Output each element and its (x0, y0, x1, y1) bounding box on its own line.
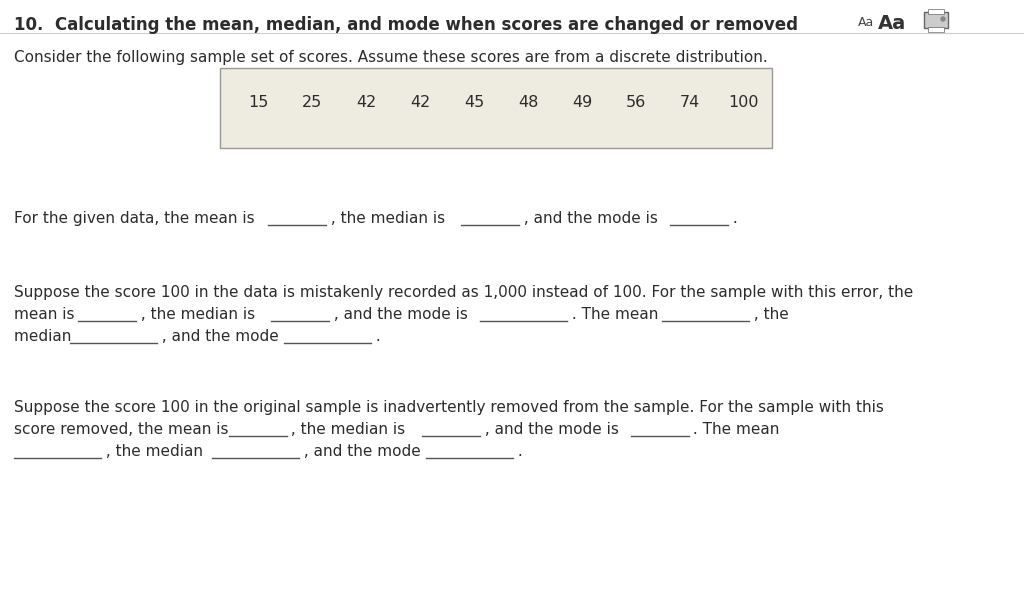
Text: 74: 74 (680, 95, 700, 110)
Text: , and the mode is: , and the mode is (329, 307, 472, 322)
FancyBboxPatch shape (928, 9, 944, 14)
Text: 25: 25 (302, 95, 323, 110)
Text: median: median (14, 329, 76, 344)
Text: 42: 42 (356, 95, 376, 110)
Text: 42: 42 (410, 95, 430, 110)
Text: score removed, the mean is: score removed, the mean is (14, 422, 233, 437)
Text: , the: , the (749, 307, 788, 322)
Text: 15: 15 (248, 95, 268, 110)
Text: For the given data, the mean is: For the given data, the mean is (14, 211, 259, 226)
Text: 10.  Calculating the mean, median, and mode when scores are changed or removed: 10. Calculating the mean, median, and mo… (14, 16, 798, 34)
Text: Aa: Aa (858, 16, 874, 29)
Text: Suppose the score 100 in the data is mistakenly recorded as 1,000 instead of 100: Suppose the score 100 in the data is mis… (14, 285, 913, 300)
Circle shape (941, 17, 945, 21)
Text: 49: 49 (571, 95, 592, 110)
Text: Aa: Aa (878, 14, 906, 33)
Text: , the median is: , the median is (287, 422, 411, 437)
Text: 48: 48 (518, 95, 539, 110)
Text: Suppose the score 100 in the original sample is inadvertently removed from the s: Suppose the score 100 in the original sa… (14, 400, 884, 415)
Text: , and the mode: , and the mode (157, 329, 284, 344)
FancyBboxPatch shape (924, 12, 948, 28)
Text: , the median is: , the median is (327, 211, 451, 226)
Text: .: . (371, 329, 381, 344)
Text: 56: 56 (626, 95, 646, 110)
Text: Consider the following sample set of scores. Assume these scores are from a disc: Consider the following sample set of sco… (14, 50, 768, 65)
Text: . The mean: . The mean (566, 307, 663, 322)
FancyBboxPatch shape (928, 27, 944, 32)
FancyBboxPatch shape (220, 68, 772, 148)
Text: , and the mode is: , and the mode is (519, 211, 663, 226)
Text: 100: 100 (729, 95, 759, 110)
Text: , the median is: , the median is (135, 307, 259, 322)
Text: , and the mode: , and the mode (299, 444, 426, 459)
Text: .: . (513, 444, 523, 459)
Text: mean is: mean is (14, 307, 80, 322)
Text: , and the mode is: , and the mode is (479, 422, 624, 437)
Text: , the median: , the median (101, 444, 208, 459)
Text: . The mean: . The mean (688, 422, 780, 437)
Text: 45: 45 (464, 95, 484, 110)
Text: .: . (728, 211, 738, 226)
